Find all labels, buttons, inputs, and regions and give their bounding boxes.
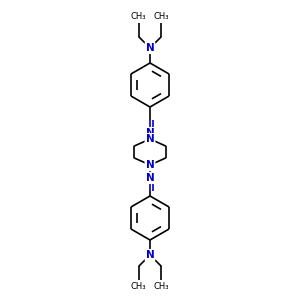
Text: N: N <box>146 128 154 138</box>
Text: CH₃: CH₃ <box>131 282 146 291</box>
Text: N: N <box>146 173 154 183</box>
Text: N: N <box>146 250 154 260</box>
Text: N: N <box>146 134 154 144</box>
Text: N: N <box>146 43 154 53</box>
Text: CH₃: CH₃ <box>131 12 146 21</box>
Text: CH₃: CH₃ <box>154 12 169 21</box>
Text: N: N <box>146 160 154 170</box>
Text: CH₃: CH₃ <box>154 282 169 291</box>
